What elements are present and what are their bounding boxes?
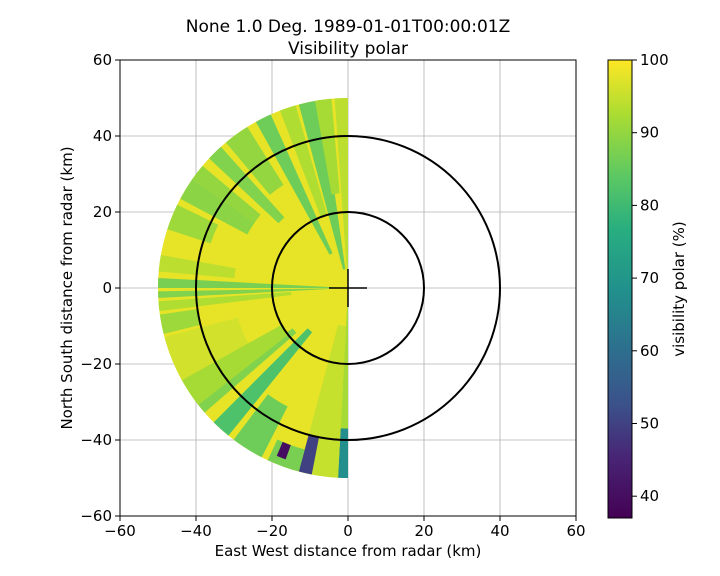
range-ring bbox=[195, 135, 501, 441]
y-tick-label: 20 bbox=[93, 203, 112, 221]
radar-sector bbox=[298, 434, 319, 475]
radar-sector bbox=[276, 441, 291, 460]
x-tick-label: −60 bbox=[104, 522, 136, 540]
radar-sector bbox=[334, 98, 348, 288]
radar-sector bbox=[340, 288, 348, 429]
radar-sector bbox=[180, 179, 255, 235]
y-tick-label: −40 bbox=[80, 431, 112, 449]
colorbar-tick-label: 90 bbox=[640, 124, 659, 142]
y-tick-label: 0 bbox=[102, 279, 112, 297]
y-tick-label: −20 bbox=[80, 355, 112, 373]
chart-title-line1: None 1.0 Deg. 1989-01-01T00:00:01Z bbox=[186, 17, 511, 37]
range-rings bbox=[195, 135, 501, 441]
colorbar-tick-label: 80 bbox=[640, 196, 659, 214]
colorbar-tick-label: 100 bbox=[640, 51, 669, 69]
y-tick-label: −60 bbox=[80, 507, 112, 525]
colorbar-tick-label: 60 bbox=[640, 342, 659, 360]
colorbar-ticks: 40 50 60 70 80 90 100 bbox=[632, 51, 669, 505]
radar-field bbox=[158, 98, 348, 478]
x-tick-label: 0 bbox=[343, 522, 353, 540]
colorbar-label: visibility polar (%) bbox=[670, 221, 688, 357]
x-tick-label: −40 bbox=[180, 522, 212, 540]
colorbar-tick-label: 70 bbox=[640, 269, 659, 287]
y-tick-label: 40 bbox=[93, 127, 112, 145]
x-tick-label: 40 bbox=[490, 522, 509, 540]
radar-sector bbox=[158, 278, 348, 288]
x-axis-ticks: −60 −40 −20 0 20 40 60 bbox=[104, 516, 586, 540]
colorbar-tick-label: 50 bbox=[640, 414, 659, 432]
radar-sector bbox=[209, 146, 285, 224]
radar-sector bbox=[164, 317, 249, 381]
y-tick-label: 60 bbox=[93, 51, 112, 69]
x-tick-label: 20 bbox=[414, 522, 433, 540]
radar-sector bbox=[159, 309, 201, 334]
radar-sector bbox=[158, 291, 292, 312]
x-axis-label: East West distance from radar (km) bbox=[215, 542, 482, 560]
range-ring bbox=[271, 211, 425, 365]
x-tick-label: −20 bbox=[256, 522, 288, 540]
radar-sector bbox=[298, 99, 346, 270]
colorbar bbox=[607, 59, 633, 519]
radar-sector bbox=[213, 328, 313, 436]
radar-sector bbox=[194, 328, 297, 413]
radar-sector bbox=[158, 288, 330, 298]
radar-sector bbox=[225, 126, 284, 195]
y-axis-label: North South distance from radar (km) bbox=[58, 146, 76, 429]
radar-sector bbox=[233, 394, 288, 458]
radar-sector bbox=[181, 324, 289, 405]
radar-sector bbox=[315, 98, 340, 195]
y-axis-ticks: −60 −40 −20 0 20 40 60 bbox=[80, 51, 120, 525]
radar-sector bbox=[192, 165, 261, 223]
chart-title-line2: Visibility polar bbox=[288, 39, 408, 59]
colorbar-tick-label: 40 bbox=[640, 487, 659, 505]
x-tick-label: 60 bbox=[566, 522, 585, 540]
radar-sector bbox=[279, 105, 328, 218]
